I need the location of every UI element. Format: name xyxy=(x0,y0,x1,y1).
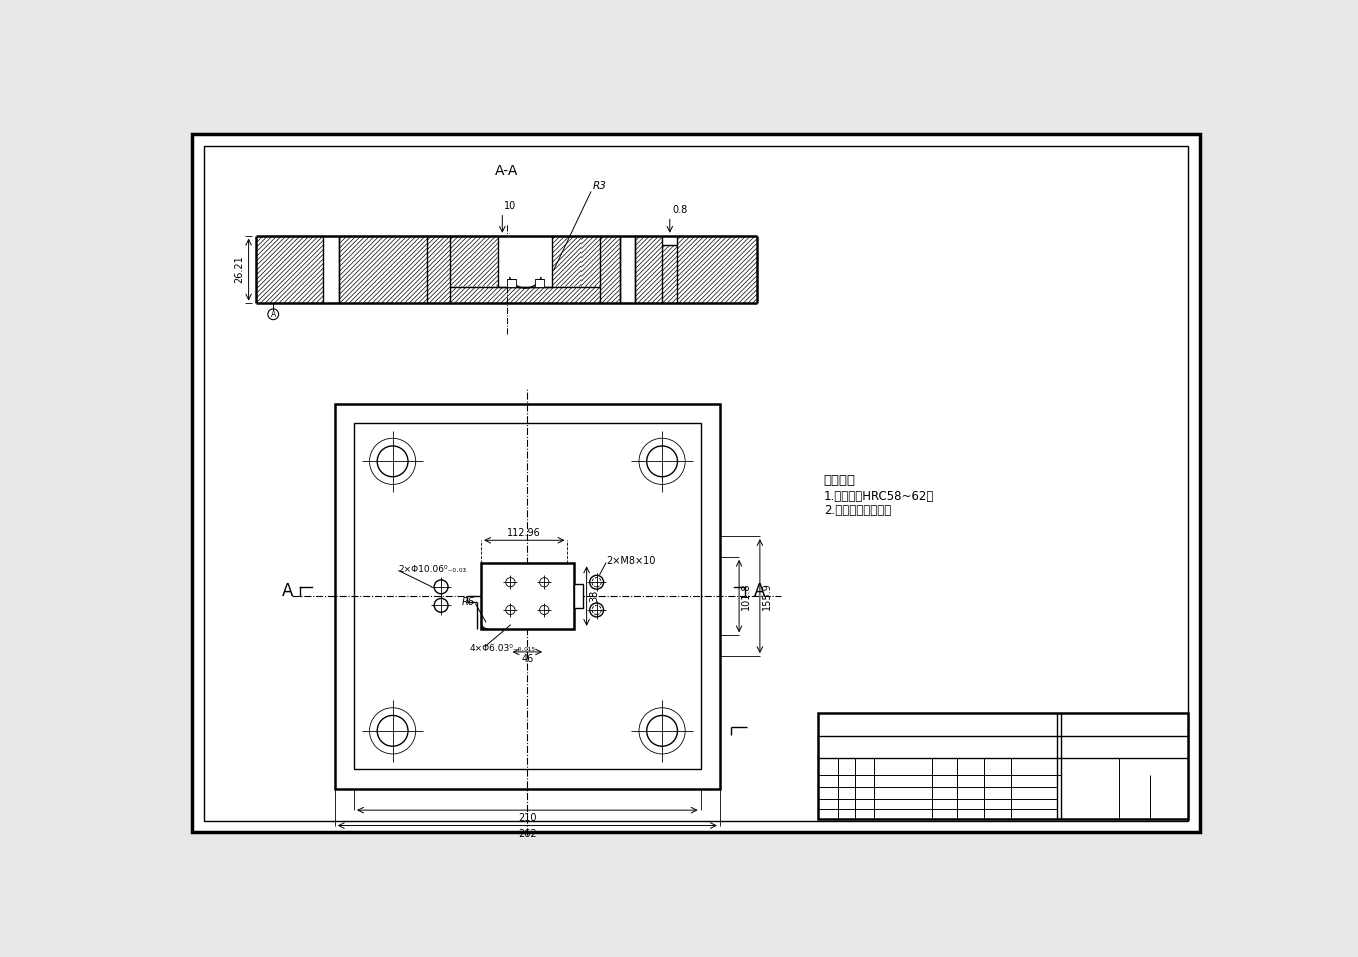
Bar xyxy=(600,235,619,303)
Bar xyxy=(619,235,636,303)
Text: 更改文件号: 更改文件号 xyxy=(892,721,915,729)
Text: 112.96: 112.96 xyxy=(508,528,540,538)
Text: 262: 262 xyxy=(517,829,536,838)
Text: 设计: 设计 xyxy=(824,743,832,751)
Text: 张: 张 xyxy=(1138,804,1143,814)
Text: A: A xyxy=(270,310,276,319)
Text: 共: 共 xyxy=(1070,804,1076,814)
Text: 2×Φ10.06⁰₋₀.₀₃: 2×Φ10.06⁰₋₀.₀₃ xyxy=(399,565,467,573)
Bar xyxy=(663,235,678,245)
Text: R6: R6 xyxy=(462,597,475,607)
Text: 比例: 比例 xyxy=(1100,743,1109,751)
Bar xyxy=(481,564,573,629)
Bar xyxy=(573,584,583,609)
Text: 张: 张 xyxy=(1093,804,1099,814)
Text: A: A xyxy=(281,583,293,600)
Bar xyxy=(338,235,428,303)
Text: 阶段标记: 阶段标记 xyxy=(1078,743,1097,751)
Text: 1.热处理至HRC58~62。: 1.热处理至HRC58~62。 xyxy=(824,490,934,502)
Text: 技术要求: 技术要求 xyxy=(824,475,856,487)
Text: 北方信息工程学院: 北方信息工程学院 xyxy=(1101,741,1148,750)
Text: 日期: 日期 xyxy=(964,721,974,729)
Text: 分 区: 分 区 xyxy=(858,721,870,729)
Text: 签名: 签名 xyxy=(940,743,949,751)
Bar xyxy=(257,235,756,303)
Bar xyxy=(354,423,701,769)
Text: 日期: 日期 xyxy=(964,743,974,751)
Text: A: A xyxy=(754,583,766,600)
Text: 155.9: 155.9 xyxy=(762,582,773,610)
Text: 批准: 批准 xyxy=(925,789,934,797)
Text: 2×M8×10: 2×M8×10 xyxy=(607,556,656,567)
Bar xyxy=(428,235,451,303)
Text: 西安工业大学: 西安工业大学 xyxy=(1105,716,1143,725)
Text: 审核: 审核 xyxy=(824,776,832,786)
Text: 第: 第 xyxy=(1114,804,1120,814)
Text: 王玉漂: 王玉漂 xyxy=(873,762,887,770)
Bar xyxy=(636,235,663,303)
Text: 38: 38 xyxy=(589,590,599,602)
Text: R3: R3 xyxy=(592,181,606,191)
Text: 101.8: 101.8 xyxy=(741,583,751,610)
Text: 10: 10 xyxy=(504,201,516,211)
Text: 46: 46 xyxy=(521,655,534,664)
Text: 日期: 日期 xyxy=(860,743,869,751)
Bar xyxy=(507,278,516,286)
Text: 2.表面清洁无毛刺。: 2.表面清洁无毛刺。 xyxy=(824,503,891,517)
Text: 签名: 签名 xyxy=(940,721,949,729)
Bar xyxy=(819,713,1188,819)
Text: 0.8: 0.8 xyxy=(672,205,687,215)
Text: 签名: 签名 xyxy=(842,743,850,751)
Text: 处数: 处数 xyxy=(842,721,850,729)
Text: 重量: 重量 xyxy=(1130,743,1139,751)
Bar xyxy=(581,235,600,286)
Bar xyxy=(678,235,756,303)
Text: 制图: 制图 xyxy=(824,762,832,770)
Bar xyxy=(335,404,720,789)
Text: 工艺: 工艺 xyxy=(824,789,832,797)
Text: 26.21: 26.21 xyxy=(235,256,244,283)
Text: A-A: A-A xyxy=(494,164,519,178)
Bar xyxy=(470,235,498,286)
Text: 凹模: 凹模 xyxy=(1047,769,1070,788)
Bar xyxy=(535,278,545,286)
Bar xyxy=(663,245,678,303)
Text: 210: 210 xyxy=(519,813,536,823)
Text: 1:1: 1:1 xyxy=(1097,761,1114,771)
Bar xyxy=(257,235,323,303)
Bar xyxy=(451,235,470,286)
Text: 4×Φ6.03⁰₋₀.₀₁₅: 4×Φ6.03⁰₋₀.₀₁₅ xyxy=(470,643,535,653)
Bar xyxy=(451,286,600,303)
Bar xyxy=(553,235,581,286)
Text: 标记: 标记 xyxy=(824,721,832,729)
Bar xyxy=(498,235,553,286)
Text: 标准化: 标准化 xyxy=(896,743,910,751)
Text: Cr12: Cr12 xyxy=(1108,748,1141,762)
Bar xyxy=(323,235,338,303)
